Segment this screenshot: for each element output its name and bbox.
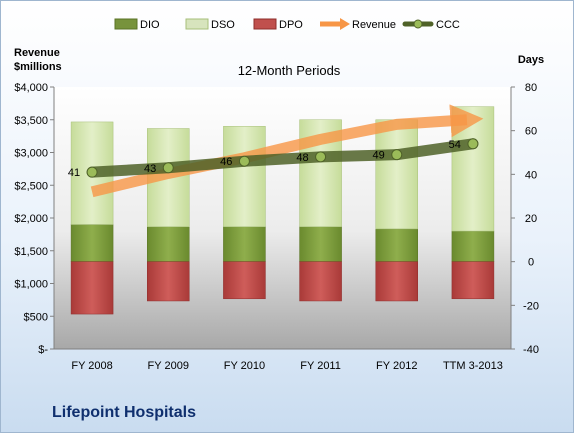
right-axis-title: Days — [518, 54, 544, 66]
ccc-line — [86, 138, 479, 178]
dpo-bar — [451, 261, 495, 300]
plot-area — [54, 87, 511, 349]
ccc-data-label: 43 — [144, 163, 156, 175]
left-tick-label: $1,000 — [14, 279, 48, 291]
legend-label: CCC — [436, 19, 460, 31]
ccc-data-label: 41 — [68, 167, 80, 179]
plot-background — [54, 87, 511, 349]
dio-bar — [70, 224, 114, 262]
ccc-data-label: 49 — [373, 150, 385, 162]
ccc-point — [162, 162, 174, 174]
company-name: Lifepoint Hospitals — [52, 404, 196, 421]
dpo-bar — [223, 261, 266, 300]
legend-swatch-dio — [114, 18, 138, 30]
left-tick-label: $1,500 — [14, 246, 48, 258]
dio-bar — [223, 226, 266, 262]
left-tick-label: $- — [38, 344, 48, 356]
ccc-data-label: 46 — [220, 156, 232, 168]
dpo-bar — [70, 261, 114, 315]
ccc-point — [315, 151, 327, 163]
legend-marker-ccc — [413, 19, 423, 29]
dso-bar — [375, 119, 418, 230]
revenue-line — [90, 104, 484, 198]
left-axis-title: Revenue $millions — [14, 47, 63, 73]
legend-label: DIO — [140, 19, 160, 31]
axes: $- $500 $1,000 $1,500 $2,000 $2,500 $3,000 $3,5… — [14, 82, 539, 372]
dio-bar — [147, 226, 190, 262]
x-tick-label: FY 2011 — [300, 360, 341, 372]
dpo-bar — [299, 261, 342, 302]
dio-bar — [375, 228, 418, 262]
lines: 41 43 46 48 49 54 — [68, 104, 484, 198]
ccc-point — [391, 149, 403, 161]
x-tick-label: FY 2008 — [71, 360, 112, 372]
dio-bar — [451, 230, 495, 262]
legend-label: DSO — [211, 19, 235, 31]
dpo-bar — [147, 261, 190, 302]
x-tick-label: FY 2009 — [148, 360, 189, 372]
left-tick-label: $2,000 — [14, 213, 48, 225]
x-tick-label: FY 2010 — [224, 360, 265, 372]
ccc-data-label: 54 — [449, 139, 461, 151]
right-tick-label: 0 — [528, 257, 534, 269]
right-tick-label: 40 — [525, 169, 537, 181]
ccc-point — [238, 155, 250, 167]
left-tick-label: $500 — [24, 311, 48, 323]
ccc-point — [86, 166, 98, 178]
right-tick-label: -20 — [523, 300, 539, 312]
bars — [70, 106, 495, 315]
right-tick-label: 80 — [525, 82, 537, 94]
legend-label: Revenue — [352, 19, 396, 31]
left-tick-label: $3,000 — [14, 148, 48, 160]
left-tick-label: $3,500 — [14, 115, 48, 127]
legend-swatch-dso — [185, 18, 209, 30]
chart-subtitle: 12-Month Periods — [238, 63, 341, 78]
dpo-bar — [375, 261, 418, 302]
dso-bar — [223, 126, 266, 227]
legend-swatch-dpo — [253, 18, 277, 30]
x-tick-label: TTM 3-2013 — [443, 360, 503, 372]
right-tick-label: 60 — [525, 126, 537, 138]
x-tick-label: FY 2012 — [376, 360, 417, 372]
legend-arrow-revenue — [340, 18, 350, 30]
ccc-data-label: 48 — [296, 152, 308, 164]
ccc-point — [467, 138, 479, 150]
legend: DIO DSO DPO Revenue CCC — [114, 18, 460, 31]
left-tick-label: $4,000 — [14, 82, 48, 94]
right-tick-label: 20 — [525, 213, 537, 225]
left-tick-label: $2,500 — [14, 180, 48, 192]
dio-bar — [299, 226, 342, 262]
legend-label: DPO — [279, 19, 303, 31]
right-tick-label: -40 — [523, 344, 539, 356]
